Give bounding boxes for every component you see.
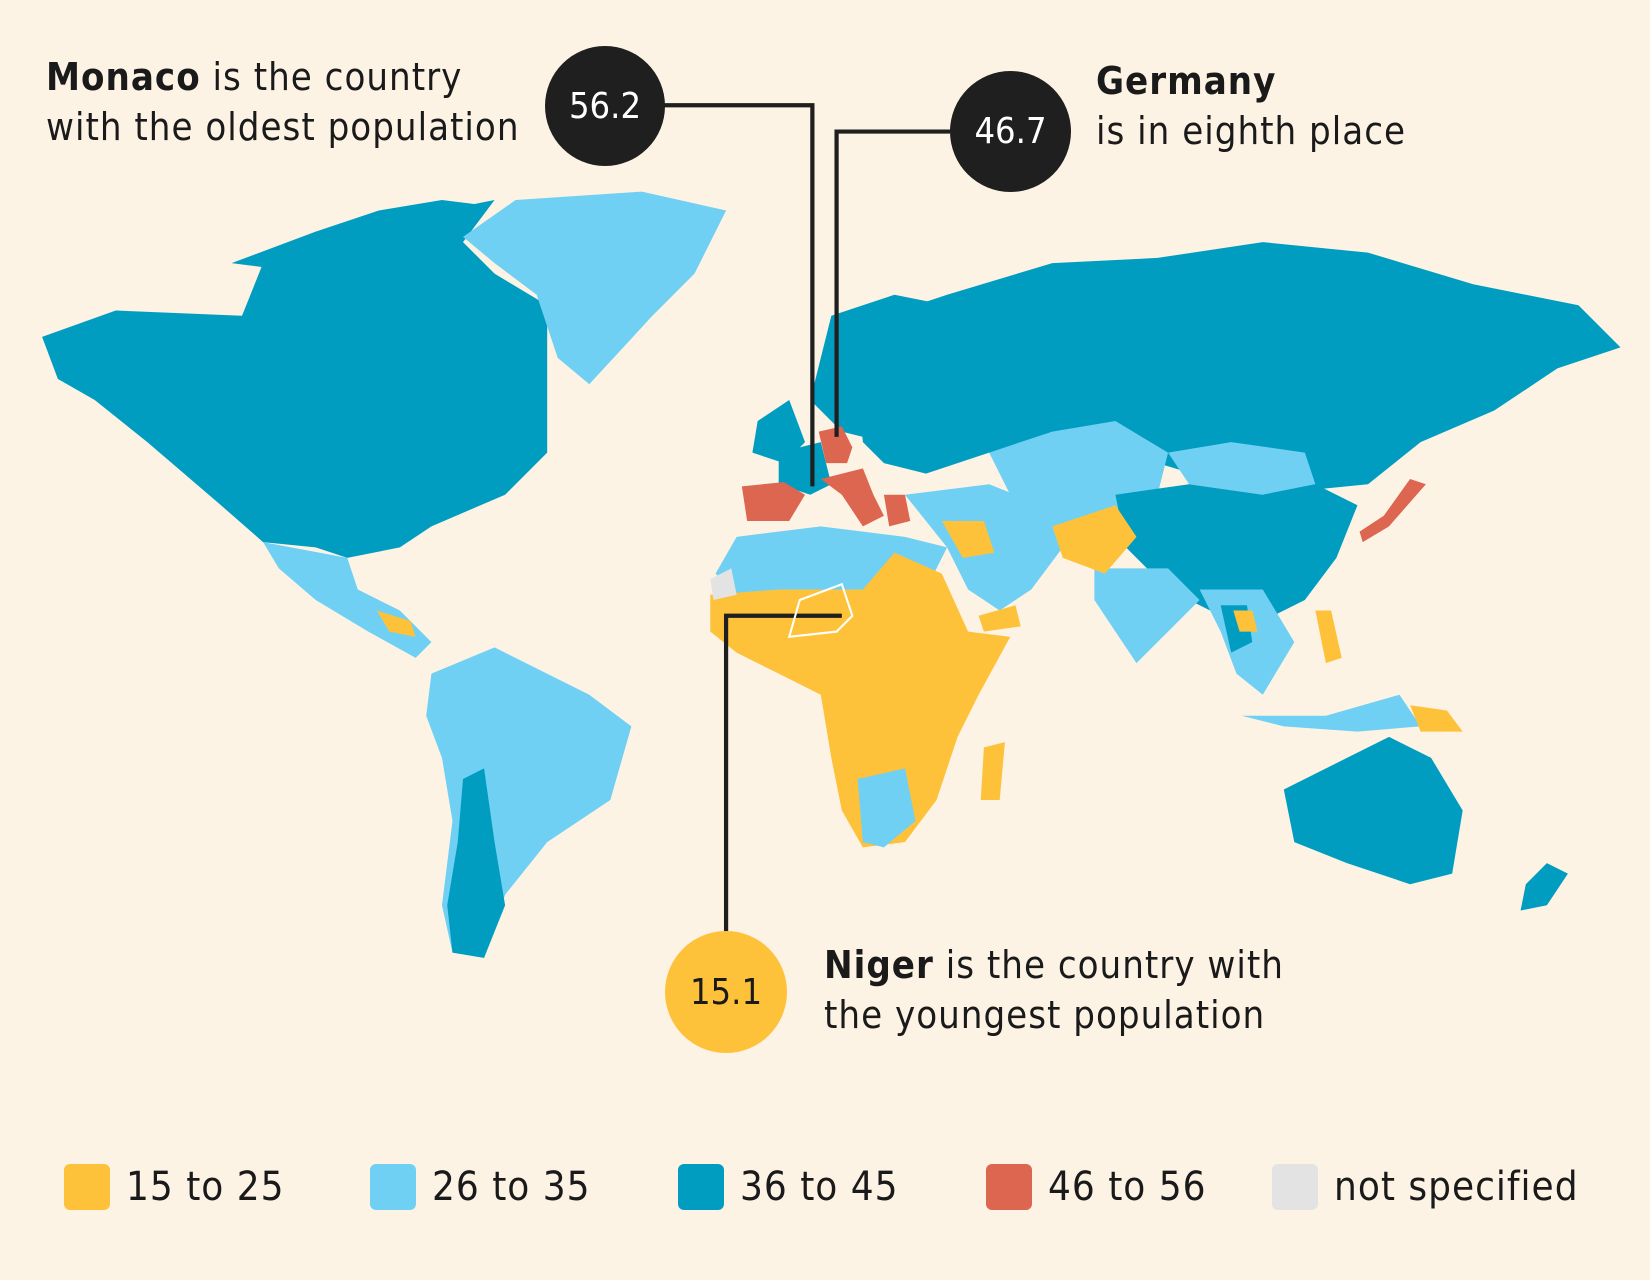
region-mongolia xyxy=(1168,442,1316,495)
region-central-america-young xyxy=(376,610,416,637)
niger-connector xyxy=(723,613,842,932)
region-france xyxy=(778,442,832,495)
niger-outline xyxy=(787,582,854,639)
region-greece xyxy=(883,494,911,527)
niger-name: Niger xyxy=(824,943,934,987)
region-greenland xyxy=(463,191,727,385)
legend-item-36-45: 36 to 45 xyxy=(678,1164,899,1210)
monaco-name: Monaco xyxy=(46,55,201,99)
niger-value: 15.1 xyxy=(689,971,763,1013)
germany-value: 46.7 xyxy=(974,111,1047,152)
monaco-connector xyxy=(662,103,815,487)
legend-swatch-gray xyxy=(1272,1164,1318,1210)
region-north-america xyxy=(42,200,548,558)
region-spain xyxy=(741,482,806,522)
region-australia xyxy=(1283,736,1463,885)
region-new-zealand xyxy=(1520,863,1568,911)
region-arctic-islands xyxy=(231,200,485,274)
monaco-value: 56.2 xyxy=(568,85,642,127)
legend-item-not-specified: not specified xyxy=(1272,1164,1579,1210)
region-yemen xyxy=(978,605,1021,632)
legend-label: 26 to 35 xyxy=(432,1164,591,1210)
legend-swatch-red xyxy=(986,1164,1032,1210)
legend-swatch-dark-blue xyxy=(678,1164,724,1210)
region-afghanistan-pakistan xyxy=(1052,505,1137,574)
legend-label: 15 to 25 xyxy=(126,1164,285,1210)
niger-line1: is the country with xyxy=(933,943,1284,987)
germany-value-bubble: 46.7 xyxy=(950,71,1071,192)
region-south-africa xyxy=(857,768,916,848)
region-italy xyxy=(820,468,884,527)
legend-swatch-light-blue xyxy=(370,1164,416,1210)
region-western-sahara xyxy=(710,568,737,600)
region-png xyxy=(1410,705,1463,732)
legend-item-26-35: 26 to 35 xyxy=(370,1164,591,1210)
legend: 15 to 25 26 to 35 36 to 45 46 to 56 not … xyxy=(0,1164,1650,1212)
legend-swatch-yellow xyxy=(64,1164,110,1210)
germany-line2: is in eighth place xyxy=(1096,109,1407,153)
map-shapes xyxy=(42,191,1621,958)
niger-callout: Niger is the country with the youngest p… xyxy=(824,940,1284,1040)
region-russia xyxy=(852,242,1621,495)
legend-item-46-56: 46 to 56 xyxy=(986,1164,1207,1210)
monaco-callout: Monaco is the country with the oldest po… xyxy=(46,52,520,152)
region-madagascar xyxy=(980,742,1005,800)
region-chile-argentina xyxy=(447,768,506,958)
region-mexico xyxy=(263,542,432,658)
region-syria-iraq xyxy=(941,521,995,558)
legend-label: not specified xyxy=(1334,1164,1579,1210)
region-germany xyxy=(818,426,853,464)
germany-name: Germany xyxy=(1096,59,1277,103)
region-uk-ireland xyxy=(752,400,806,464)
legend-label: 36 to 45 xyxy=(740,1164,899,1210)
monaco-line2: with the oldest population xyxy=(46,105,520,149)
region-japan xyxy=(1359,478,1426,543)
monaco-value-bubble: 56.2 xyxy=(545,46,665,166)
region-africa xyxy=(710,552,1011,848)
niger-value-bubble: 15.1 xyxy=(665,931,787,1053)
germany-connector xyxy=(834,129,951,437)
legend-item-15-25: 15 to 25 xyxy=(64,1164,285,1210)
monaco-line1: is the country xyxy=(200,55,463,99)
connector-lines xyxy=(662,103,951,932)
legend-label: 46 to 56 xyxy=(1048,1164,1207,1210)
niger-line2: the youngest population xyxy=(824,993,1266,1037)
region-philippines xyxy=(1315,610,1342,664)
germany-callout: Germany is in eighth place xyxy=(1096,56,1406,156)
region-indonesia xyxy=(1241,694,1421,732)
region-laos xyxy=(1233,610,1258,632)
